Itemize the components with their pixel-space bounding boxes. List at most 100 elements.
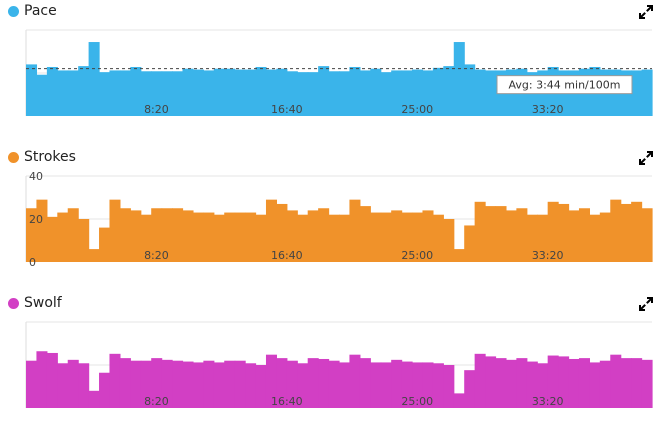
data-bar — [182, 68, 194, 116]
data-bar — [349, 66, 361, 116]
data-bar — [453, 393, 465, 408]
data-bar — [245, 363, 257, 408]
data-bar — [172, 71, 184, 116]
strokes-chart-title: Strokes — [24, 149, 76, 165]
swolf-legend-dot — [8, 298, 19, 309]
data-bar — [255, 66, 267, 116]
swolf-chart-title: Swolf — [24, 295, 62, 311]
data-bar — [474, 69, 486, 116]
data-bar — [255, 214, 267, 262]
data-bar — [297, 363, 309, 408]
data-bar — [57, 70, 69, 116]
data-bar — [359, 70, 371, 116]
data-bar — [203, 212, 215, 262]
data-bar — [182, 210, 194, 262]
data-bar — [432, 67, 444, 116]
data-bar — [485, 206, 497, 262]
x-tick-label: 16:40 — [271, 103, 303, 116]
data-bar — [276, 68, 288, 116]
data-bar — [474, 201, 486, 262]
pace-chart-title: Pace — [24, 3, 57, 19]
pace-chart-header: Pace — [0, 0, 659, 26]
pace-chart-panel: Pace Avg: 3:44 min/100m 8:20 16:40 25:00 33:… — [0, 0, 659, 142]
data-bar — [151, 208, 163, 262]
data-bar — [537, 363, 549, 408]
data-bar — [495, 206, 507, 262]
data-bar — [130, 66, 142, 116]
y-tick-label: 20 — [29, 213, 43, 226]
data-bar — [151, 358, 163, 408]
strokes-legend-dot — [8, 152, 19, 163]
data-bar — [286, 360, 298, 408]
data-bar — [516, 358, 528, 408]
data-bar — [265, 354, 277, 408]
pace-legend-dot — [8, 6, 19, 17]
data-bar — [453, 42, 465, 116]
data-bar — [391, 70, 403, 116]
data-bar — [474, 353, 486, 408]
data-bar — [589, 214, 601, 262]
expand-icon[interactable] — [639, 297, 653, 311]
data-bar — [203, 360, 215, 408]
data-bar — [401, 361, 413, 408]
x-tick-label: 33:20 — [532, 249, 564, 262]
data-bar — [328, 214, 340, 262]
data-bar — [370, 68, 382, 116]
data-bar — [265, 199, 277, 262]
data-bar — [453, 249, 465, 262]
strokes-chart-header: Strokes — [0, 146, 659, 172]
data-bar — [192, 212, 204, 262]
expand-icon[interactable] — [639, 5, 653, 19]
average-label-box — [496, 75, 633, 95]
data-bar — [224, 68, 236, 116]
x-tick-label: 33:20 — [532, 395, 564, 408]
data-bar — [213, 68, 225, 116]
data-bar — [339, 362, 351, 408]
data-bar — [464, 64, 476, 116]
data-bar — [46, 216, 58, 262]
expand-icon[interactable] — [639, 151, 653, 165]
data-bar — [589, 362, 601, 408]
data-bar — [391, 210, 403, 262]
data-bar — [213, 362, 225, 408]
x-tick-label: 25:00 — [401, 249, 433, 262]
average-label: Avg: 3:44 min/100m — [509, 79, 621, 92]
data-bar — [234, 360, 246, 408]
data-bar — [599, 360, 611, 408]
data-bar — [130, 360, 142, 408]
data-bar — [380, 362, 392, 408]
data-bar — [359, 358, 371, 408]
strokes-chart-panel: Strokes 40 20 0 8:20 16:40 25:00 33:20 — [0, 146, 659, 288]
data-bar — [57, 363, 69, 408]
data-bar — [558, 356, 570, 408]
data-bar — [620, 358, 632, 408]
x-tick-label: 25:00 — [401, 395, 433, 408]
data-bar — [526, 361, 538, 408]
data-bar — [328, 71, 340, 116]
data-bar — [192, 69, 204, 116]
data-bar — [109, 353, 121, 408]
data-bar — [57, 212, 69, 262]
data-bar — [36, 351, 48, 408]
data-bar — [516, 208, 528, 262]
data-bar — [641, 359, 653, 408]
data-bar — [631, 201, 643, 262]
data-bar — [505, 359, 517, 408]
data-bar — [286, 71, 298, 116]
data-bar — [130, 210, 142, 262]
data-bar — [432, 363, 444, 408]
data-bar — [224, 212, 236, 262]
data-bar — [391, 359, 403, 408]
data-bar — [182, 361, 194, 408]
data-bar — [172, 360, 184, 408]
data-bar — [464, 370, 476, 408]
data-bar — [78, 219, 90, 262]
data-bar — [620, 203, 632, 262]
data-bar — [641, 69, 653, 116]
data-bar — [578, 208, 590, 262]
data-bar — [265, 69, 277, 116]
data-bar — [464, 225, 476, 262]
data-bar — [26, 64, 38, 116]
data-bar — [443, 66, 455, 116]
data-bar — [547, 201, 559, 262]
